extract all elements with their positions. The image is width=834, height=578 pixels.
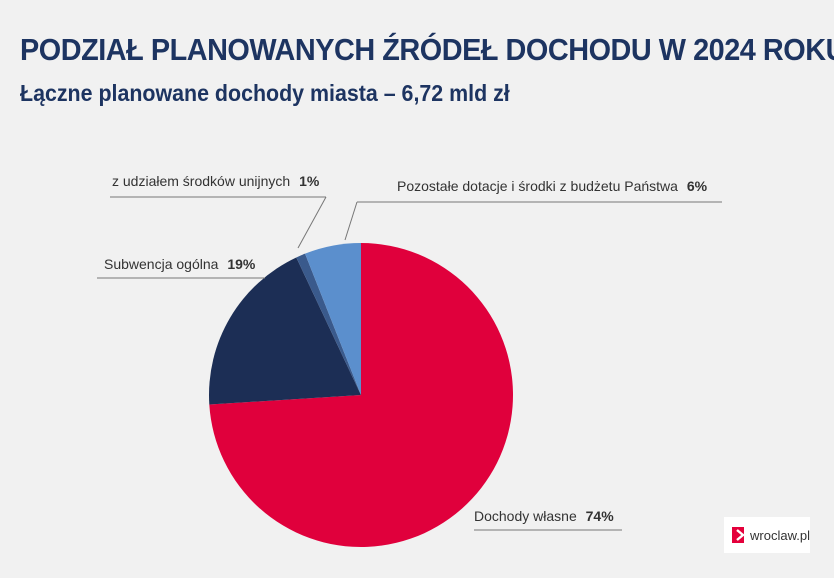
slice-label-text: Dochody własne — [474, 508, 577, 524]
slice-label-value: 19% — [227, 256, 256, 272]
chevron-right-icon — [732, 527, 745, 543]
wroclaw-logo[interactable]: wroclaw.pl — [724, 517, 810, 553]
pie-slice-1 — [209, 257, 361, 405]
pie-slice-2 — [296, 253, 361, 395]
leader-lines — [97, 196, 722, 531]
slice-label-text: Pozostałe dotacje i środki z budżetu Pań… — [397, 178, 678, 194]
leader-line-unijne-d — [297, 196, 327, 249]
slice-label-subwencja: Subwencja ogólna 19% — [104, 256, 256, 272]
pie-slices — [209, 243, 514, 547]
pie-slice-0 — [209, 243, 514, 547]
slice-label-dochody-wlasne: Dochody własne 74% — [474, 508, 614, 524]
leader-line-dotacje-d — [344, 201, 358, 241]
slice-label-dotacje: Pozostałe dotacje i środki z budżetu Pań… — [397, 178, 708, 194]
slice-label-text: z udziałem środków unijnych — [112, 173, 290, 189]
chart-title: PODZIAŁ PLANOWANYCH ŹRÓDEŁ DOCHODU W 202… — [20, 32, 834, 67]
chart-subtitle: Łączne planowane dochody miasta – 6,72 m… — [20, 80, 510, 106]
pie-slice-3 — [305, 243, 361, 395]
logo-text: wroclaw.pl — [750, 527, 810, 543]
slice-label-value: 1% — [299, 173, 320, 189]
slice-label-unijne: z udziałem środków unijnych 1% — [112, 173, 320, 189]
slice-label-text: Subwencja ogólna — [104, 256, 219, 272]
slice-label-value: 6% — [687, 178, 708, 194]
slice-label-value: 74% — [586, 508, 615, 524]
